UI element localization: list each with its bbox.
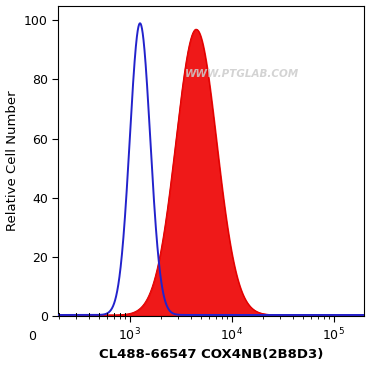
Text: 0: 0	[28, 330, 36, 343]
Text: WWW.PTGLAB.COM: WWW.PTGLAB.COM	[185, 69, 299, 79]
X-axis label: CL488-66547 COX4NB(2B8D3): CL488-66547 COX4NB(2B8D3)	[99, 348, 324, 361]
Y-axis label: Relative Cell Number: Relative Cell Number	[6, 90, 18, 231]
